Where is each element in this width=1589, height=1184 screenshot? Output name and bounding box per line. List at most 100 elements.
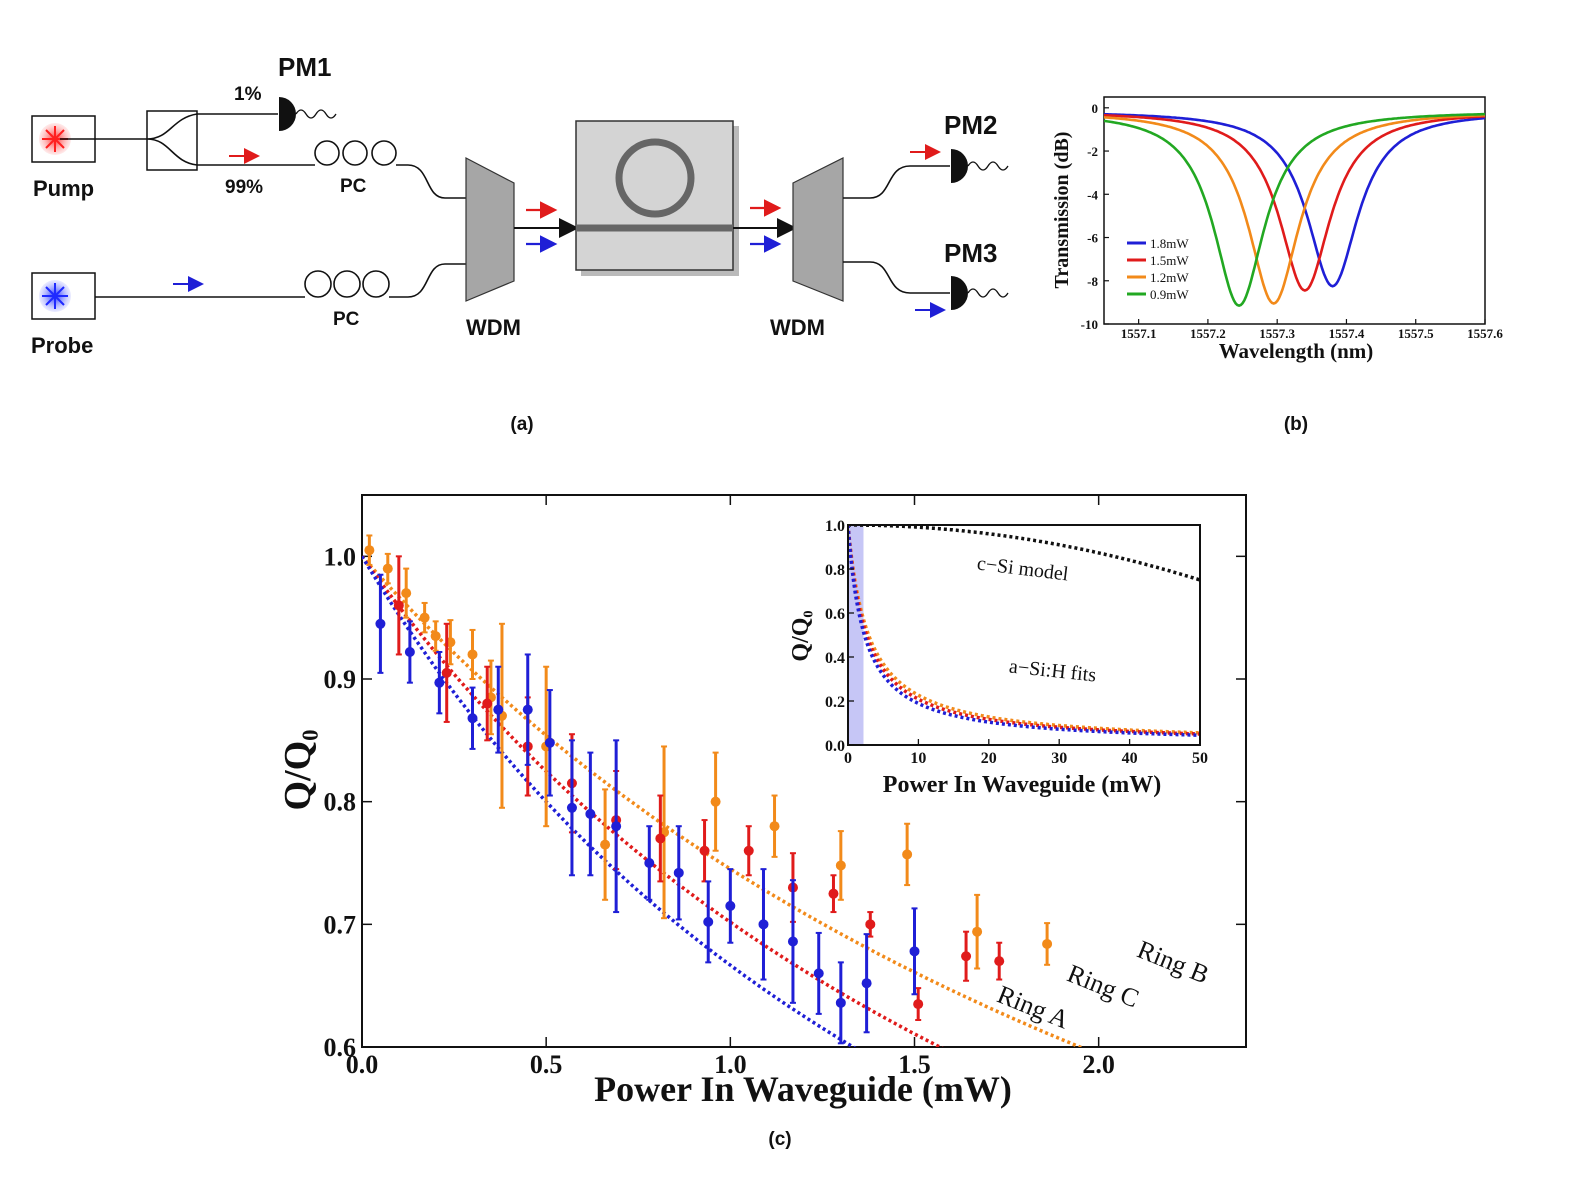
transmission-chart: 1557.1 1557.2 1557.3 1557.4 1557.5 1557.6 0 -2 -… bbox=[1051, 96, 1503, 435]
q-data-point bbox=[441, 667, 452, 678]
q-x-tick-label: 0.0 bbox=[346, 1050, 379, 1079]
q-data-point bbox=[611, 821, 622, 832]
q-data-point bbox=[835, 860, 846, 871]
pm1-label: PM1 bbox=[278, 52, 331, 82]
q-data-point bbox=[419, 612, 430, 623]
transmission-x-tick-label: 1557.4 bbox=[1329, 326, 1365, 341]
inset-y-tick-label: 1.0 bbox=[825, 518, 845, 535]
q-y-tick-label: 0.6 bbox=[324, 1033, 357, 1062]
q-data-point bbox=[434, 677, 445, 688]
inset-x-tick-label: 20 bbox=[981, 750, 997, 767]
inset-x-tick-label: 10 bbox=[910, 750, 926, 767]
q-data-point bbox=[909, 946, 920, 957]
pm2-detector-icon bbox=[951, 149, 968, 183]
pm3-detector-icon bbox=[951, 276, 968, 310]
caption-c: (c) bbox=[768, 1129, 791, 1150]
q-fit-line bbox=[362, 555, 857, 1047]
transmission-legend-label: 1.5mW bbox=[1150, 253, 1189, 268]
transmission-y-tick-label: -10 bbox=[1081, 317, 1098, 332]
pc-top-label: PC bbox=[340, 176, 367, 197]
inset-fit-line bbox=[848, 525, 1200, 737]
pc-bottom-label: PC bbox=[333, 309, 360, 330]
transmission-x-tick-label: 1557.6 bbox=[1467, 326, 1503, 341]
inset-x-tick-label: 0 bbox=[844, 750, 852, 767]
q-plot-frame bbox=[361, 494, 1247, 1048]
q-data-point bbox=[482, 698, 493, 709]
q-y-tick-label: 0.7 bbox=[324, 910, 357, 939]
transmission-legend-label: 0.9mW bbox=[1150, 287, 1189, 302]
inset-y-tick-label: 0.2 bbox=[825, 694, 845, 711]
microring-icon bbox=[615, 138, 695, 218]
transmission-y-tick-label: 0 bbox=[1092, 101, 1099, 116]
panel-a-schematic: Pump Probe 1% PM1 99% PC bbox=[31, 52, 1009, 435]
transmission-series-line bbox=[1104, 112, 1485, 307]
q-data-point bbox=[600, 839, 611, 850]
q-data-point bbox=[725, 900, 736, 911]
q-data-point bbox=[902, 849, 913, 860]
q-x-axis-label: Power In Waveguide (mW) bbox=[594, 1069, 1012, 1109]
transmission-x-tick-label: 1557.5 bbox=[1398, 326, 1434, 341]
transmission-series-line bbox=[1104, 113, 1485, 305]
caption-a: (a) bbox=[510, 414, 533, 435]
q-x-tick-label: 2.0 bbox=[1082, 1050, 1115, 1079]
transmission-legend: 1.8mW 1.5mW 1.2mW 0.9mW bbox=[1127, 236, 1189, 302]
q-y-tick-label: 0.8 bbox=[324, 788, 357, 817]
q-y-tick-label: 1.0 bbox=[324, 542, 357, 571]
inset-y-axis-label: Q/Q₀ bbox=[788, 610, 814, 661]
q-data-point bbox=[393, 600, 404, 611]
q-x-tick-label: 1.0 bbox=[714, 1050, 747, 1079]
q-data-point bbox=[522, 704, 533, 715]
pm3-label: PM3 bbox=[944, 238, 997, 268]
q-fit-line bbox=[362, 555, 1085, 1047]
q-data-point bbox=[364, 545, 375, 556]
transmission-y-tick-label: -8 bbox=[1087, 274, 1098, 289]
q-data-point bbox=[404, 647, 415, 658]
pm1-detector-icon bbox=[279, 97, 296, 131]
inset-x-tick-label: 40 bbox=[1122, 750, 1138, 767]
q-data-point bbox=[585, 808, 596, 819]
wdm-right-icon bbox=[792, 157, 844, 302]
q-y-axis-label: Q/Q₀ bbox=[277, 729, 319, 810]
q-data-point bbox=[961, 951, 972, 962]
q-data-point bbox=[743, 845, 754, 856]
q-data-point bbox=[430, 631, 441, 642]
inset-y-tick-label: 0.6 bbox=[825, 606, 845, 623]
inset-y-tick-label: 0.0 bbox=[825, 738, 845, 755]
q-x-tick-label: 1.5 bbox=[898, 1050, 931, 1079]
q-data-point bbox=[861, 978, 872, 989]
q-data-point bbox=[566, 802, 577, 813]
probe-star-icon bbox=[42, 283, 68, 309]
q-data-point bbox=[644, 858, 655, 868]
q-data-point bbox=[972, 926, 983, 937]
pm2-label: PM2 bbox=[944, 110, 997, 140]
q-data-point bbox=[699, 845, 710, 856]
inset-x-tick-label: 50 bbox=[1192, 750, 1208, 767]
inset-x-axis-label: Power In Waveguide (mW) bbox=[883, 772, 1161, 798]
q-data-point bbox=[382, 563, 393, 574]
transmission-y-tick-label: -2 bbox=[1087, 144, 1098, 159]
wdm-right-label: WDM bbox=[770, 315, 825, 340]
q-data-point bbox=[787, 936, 798, 947]
q-data-point bbox=[994, 956, 1005, 967]
q-data-point bbox=[375, 618, 386, 629]
pc-bottom-icon bbox=[304, 270, 390, 298]
transmission-x-tick-label: 1557.3 bbox=[1259, 326, 1295, 341]
q-data-point bbox=[758, 919, 769, 930]
q-x-tick-label: 0.5 bbox=[530, 1050, 563, 1079]
probe-label: Probe bbox=[31, 333, 93, 358]
q-data-point bbox=[467, 649, 478, 660]
q-data-point bbox=[913, 999, 924, 1010]
transmission-y-tick-label: -6 bbox=[1087, 231, 1098, 246]
pump-label: Pump bbox=[33, 176, 94, 201]
q-data-point bbox=[401, 588, 412, 599]
pc-top-icon bbox=[314, 140, 397, 166]
inset-y-tick-label: 0.4 bbox=[825, 650, 845, 667]
microring-chip bbox=[575, 120, 734, 271]
q-data-point bbox=[703, 916, 714, 927]
transmission-legend-label: 1.2mW bbox=[1150, 270, 1189, 285]
inset-x-tick-label: 30 bbox=[1051, 750, 1067, 767]
inset-fit-line bbox=[848, 525, 1200, 736]
transmission-y-tick-label: -4 bbox=[1087, 187, 1098, 202]
inset-shaded-range bbox=[848, 525, 864, 745]
caption-b: (b) bbox=[1284, 414, 1308, 435]
